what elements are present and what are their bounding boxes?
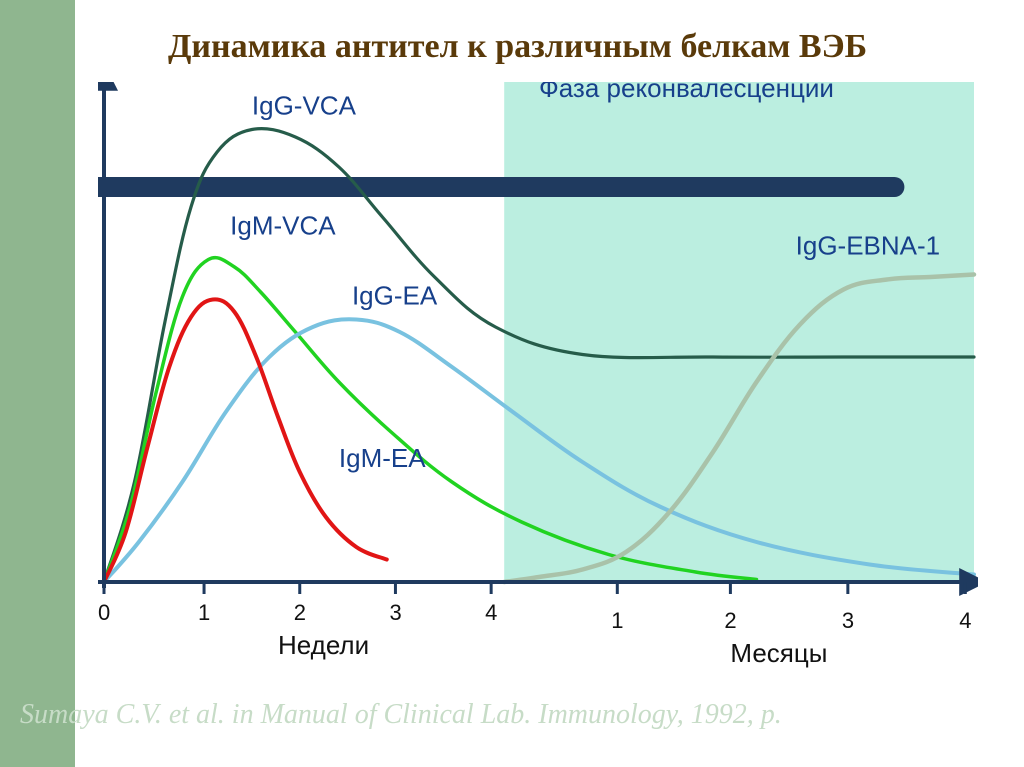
x-tick-label: 1 — [198, 600, 210, 625]
series-label-IgG-EBNA-1: IgG-EBNA-1 — [796, 231, 941, 261]
chart-area: Фаза реконвалесценции IgG-VCA IgM-VCA IgG-E… — [98, 82, 978, 672]
x-tick-label: 2 — [724, 608, 736, 633]
x-tick-label: 2 — [294, 600, 306, 625]
series-label-IgM-VCA: IgM-VCA — [230, 211, 336, 241]
chart-svg: Фаза реконвалесценции IgG-VCA IgM-VCA IgG-E… — [98, 82, 978, 672]
chart-title: Динамика антител к различным белкам ВЭБ — [168, 28, 867, 66]
x-tick-label: 3 — [389, 600, 401, 625]
series-label-IgM-EA: IgM-EA — [339, 443, 426, 473]
left-sidebar — [0, 0, 75, 767]
weeks-axis-label: Недели — [278, 630, 369, 660]
horizontal-bar — [98, 177, 904, 197]
phase-region — [504, 82, 974, 582]
phase-label: Фаза реконвалесценции — [539, 82, 834, 103]
citation-text: Sumaya C.V. et al. in Manual of Clinical… — [20, 700, 1000, 731]
x-tick-label: 1 — [611, 608, 623, 633]
x-tick-label: 0 — [98, 600, 110, 625]
x-tick-label: 4 — [959, 608, 971, 633]
series-label-IgG-VCA: IgG-VCA — [252, 91, 357, 121]
x-tick-label: 3 — [842, 608, 854, 633]
x-tick-label: 4 — [485, 600, 497, 625]
months-axis-label: Месяцы — [730, 638, 827, 668]
series-label-IgG-EA: IgG-EA — [352, 281, 438, 311]
